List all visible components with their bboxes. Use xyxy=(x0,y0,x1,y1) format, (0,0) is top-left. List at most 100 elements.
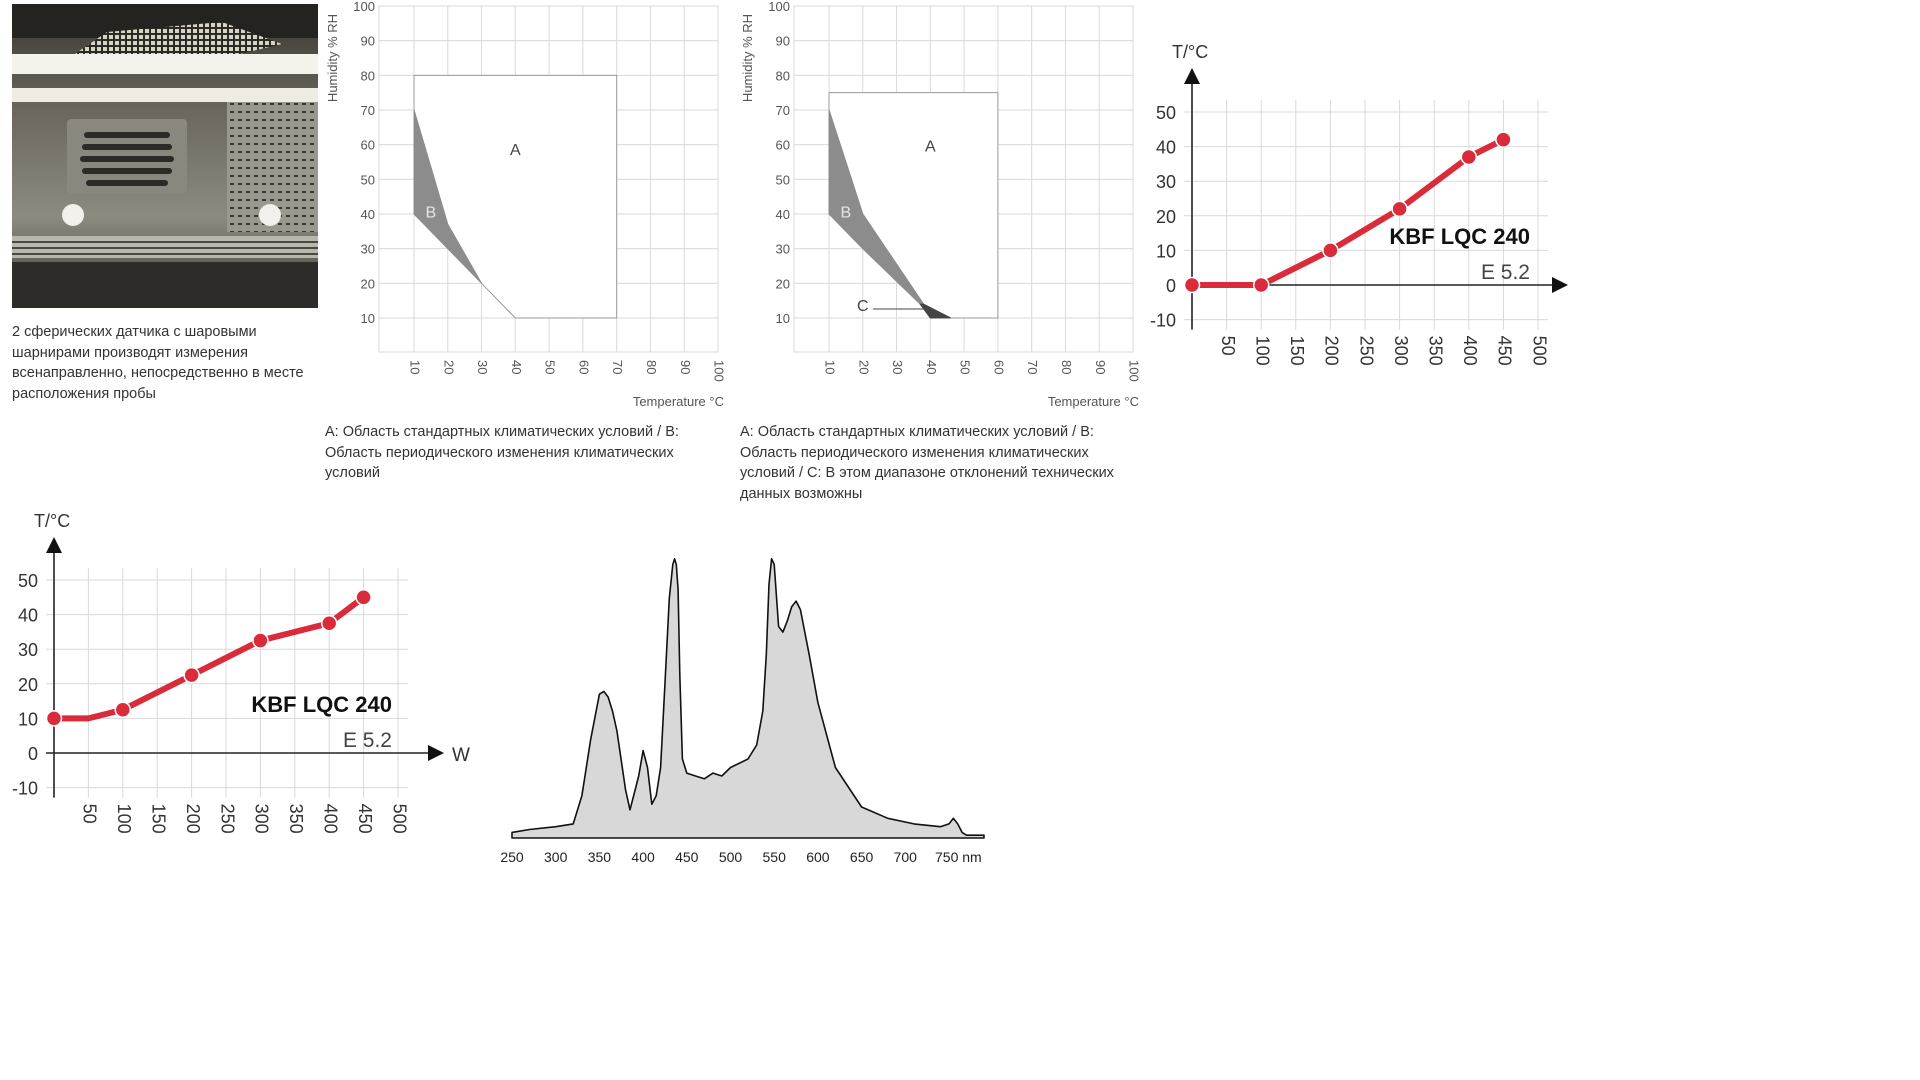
y-tick-label: 70 xyxy=(361,103,375,118)
x-tick-label: 300 xyxy=(252,804,272,834)
y-tick-label: 60 xyxy=(776,138,790,153)
region-label-b: B xyxy=(426,204,437,221)
x-tick-label: 400 xyxy=(631,849,655,865)
climate-caption-1: A: Область стандартных климатических усл… xyxy=(325,424,679,481)
data-point xyxy=(45,710,63,727)
y-tick-label: 10 xyxy=(776,311,790,326)
y-axis-label: Humidity % RH xyxy=(740,14,755,102)
y-tick-label: 0 xyxy=(1166,276,1176,296)
region-label-c: C xyxy=(857,298,869,315)
y-tick-label: 20 xyxy=(776,276,790,291)
x-axis-label: W xyxy=(452,745,470,766)
x-tick-label: 50 xyxy=(958,360,973,374)
x-tick-label: 60 xyxy=(991,360,1006,374)
x-tick-label: 250 xyxy=(500,849,524,865)
x-tick-label: 100 xyxy=(1127,360,1142,382)
spectrum-chart: 250 300 350 400 450 500 550 600 650 700 750 nm xyxy=(500,558,985,865)
y-tick-label: 10 xyxy=(1156,241,1176,261)
x-tick-label: 80 xyxy=(644,360,659,374)
x-tick-label: 300 xyxy=(544,849,568,865)
series-sublabel: E 5.2 xyxy=(1481,261,1530,284)
x-tick-label: 550 xyxy=(763,849,787,865)
x-tick-label: 450 xyxy=(675,849,699,865)
x-tick-label: 40 xyxy=(924,360,939,374)
region-c xyxy=(919,303,951,319)
x-tick-label: 300 xyxy=(1391,336,1411,366)
data-point xyxy=(1495,131,1512,148)
y-tick-label: 30 xyxy=(1156,172,1176,192)
y-tick-labels: -10 0 10 20 30 40 50 xyxy=(1150,103,1176,331)
x-tick-label: 400 xyxy=(1460,336,1480,366)
series-label: KBF LQC 240 xyxy=(1389,224,1530,249)
x-tick-label: 40 xyxy=(509,360,524,374)
data-point xyxy=(183,666,200,684)
x-tick-label: 250 xyxy=(217,804,237,834)
region-a xyxy=(413,74,618,319)
data-point xyxy=(1460,148,1478,166)
y-tick-label: 20 xyxy=(18,675,38,695)
y-tick-label: 40 xyxy=(18,606,38,626)
climate-caption-2: A: Область стандартных климатических усл… xyxy=(740,424,1114,502)
x-tick-label: 80 xyxy=(1059,360,1074,374)
y-tick-label: 20 xyxy=(1156,207,1176,227)
x-tick-label: 10 xyxy=(408,360,423,374)
y-tick-labels: -10 0 10 20 30 40 50 xyxy=(12,571,38,799)
region-b xyxy=(413,109,482,284)
x-tick-label: 50 xyxy=(543,360,558,374)
x-tick-label: 100 xyxy=(114,804,134,834)
data-point xyxy=(355,589,372,606)
y-tick-label: 50 xyxy=(1156,103,1176,123)
x-tick-label: 10 xyxy=(823,360,838,374)
y-tick-label: 100 xyxy=(768,0,790,14)
regions: A B C xyxy=(828,92,999,319)
y-tick-label: 0 xyxy=(28,744,38,764)
climate-chart-2: A B C 10 20 30 40 50 60 70 80 90 100 10 20 30 40 50 60 70… xyxy=(740,0,1142,409)
y-tick-label: 20 xyxy=(361,276,375,291)
x-tick-label: 600 xyxy=(806,849,830,865)
data-point xyxy=(252,632,269,649)
x-tick-label: 200 xyxy=(183,804,203,834)
data-point xyxy=(320,615,338,632)
y-tick-label: -10 xyxy=(12,779,38,799)
axes xyxy=(46,537,444,798)
data-point xyxy=(1183,276,1201,294)
x-axis-label: Temperature °C xyxy=(1048,394,1139,409)
y-tick-label: 80 xyxy=(361,68,375,83)
x-tick-labels: 250 300 350 400 450 500 550 600 650 700 750 nm xyxy=(500,849,981,865)
series-line xyxy=(45,589,372,727)
y-tick-label: 40 xyxy=(361,207,375,222)
y-tick-label: -10 xyxy=(1150,311,1176,331)
x-tick-label: 200 xyxy=(1322,336,1342,366)
series-polyline xyxy=(1189,136,1507,288)
y-tick-label: 40 xyxy=(776,207,790,222)
axes xyxy=(1184,68,1568,330)
chamber-photo xyxy=(12,4,318,308)
y-tick-label: 100 xyxy=(353,0,375,14)
x-tick-label: 50 xyxy=(80,804,100,824)
y-axis-arrow-icon xyxy=(1184,68,1200,84)
x-tick-label: 450 xyxy=(355,804,375,834)
x-tick-label: 500 xyxy=(1529,336,1549,366)
data-point xyxy=(1252,276,1270,294)
y-tick-label: 30 xyxy=(361,242,375,257)
x-tick-label: 400 xyxy=(320,804,340,834)
x-tick-labels: 50 100 150 200 250 300 350 400 450 500 xyxy=(80,804,410,834)
x-tick-label: 50 xyxy=(1218,336,1238,356)
x-tick-label: 350 xyxy=(588,849,612,865)
data-point xyxy=(1322,242,1339,259)
y-tick-label: 30 xyxy=(776,242,790,257)
x-tick-label: 70 xyxy=(610,360,625,374)
data-point xyxy=(1391,200,1408,218)
x-tick-label: 60 xyxy=(576,360,591,374)
y-tick-label: 90 xyxy=(361,34,375,49)
x-tick-labels: 10 20 30 40 50 60 70 80 90 100 xyxy=(823,360,1142,382)
x-tick-label: 70 xyxy=(1025,360,1040,374)
y-tick-labels: 10 20 30 40 50 60 70 80 90 100 xyxy=(353,0,375,326)
y-axis-label: T/°C xyxy=(1172,42,1208,62)
temperature-chart-2: -10 0 10 20 30 40 50 50 100 150 200 250 300 350 400 45… xyxy=(12,511,470,834)
y-tick-label: 10 xyxy=(361,311,375,326)
x-tick-labels: 10 20 30 40 50 60 70 80 90 100 xyxy=(408,360,727,382)
x-axis-arrow-icon xyxy=(428,745,444,761)
x-tick-label: 90 xyxy=(678,360,693,374)
